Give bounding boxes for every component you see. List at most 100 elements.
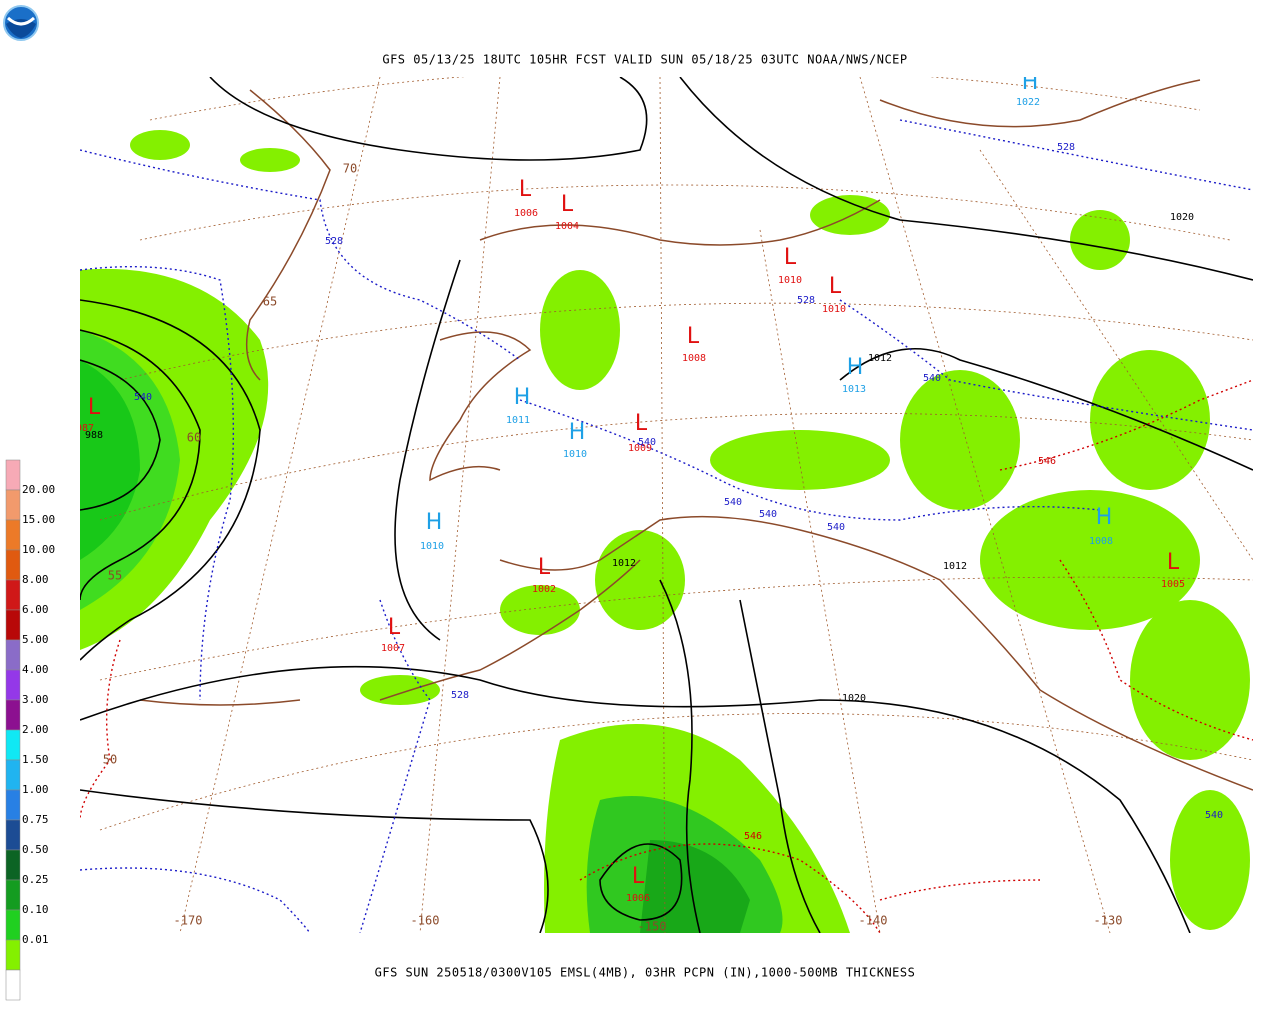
legend-label: 15.00 [22,513,55,526]
longitude-label: -150 [638,920,667,934]
precip-area [1130,600,1250,760]
legend-label: 6.00 [22,603,49,616]
pressure-value: 1005 [1161,579,1185,590]
legend-swatch [5,579,21,611]
legend-label: 10.00 [22,543,55,556]
thickness-label: 546 [744,831,762,842]
coastlines [139,79,1253,791]
legend-label: 0.10 [22,903,49,916]
legend-label: 3.00 [22,693,49,706]
legend-label: 0.01 [22,933,49,946]
pressure-value: 1010 [563,449,587,460]
thickness-label: 540 [134,392,152,403]
legend-label: 0.75 [22,813,49,826]
pressure-value: 1010 [778,275,802,286]
pressure-symbol: H [569,420,586,445]
map-area: L 1006 L 1004 L 1010 L 1010 L 1008 H 1013 H 1011 H 1010… [76,77,1253,934]
precip-area [240,148,300,172]
precip-area [360,675,440,705]
legend-label: 20.00 [22,483,55,496]
thickness-lines [80,119,1253,933]
pressure-symbol: L [1167,550,1180,575]
legend-label: 5.00 [22,633,49,646]
legend-swatch [5,909,21,941]
legend-swatch [5,729,21,761]
precip-area [900,370,1020,510]
precip-area [640,840,750,933]
pressure-symbol: L [388,615,401,640]
legend: 20.00 15.00 10.00 8.00 6.00 5.00 4.00 3.00 2.00 1… [5,459,55,1001]
noaa-logo [3,5,39,41]
latitude-label: 65 [263,295,277,309]
pressure-symbol: L [538,555,551,580]
legend-swatch [5,939,21,971]
precip-area [595,530,685,630]
legend-swatch [5,879,21,911]
legend-label: 1.00 [22,783,49,796]
precip-area [80,360,140,560]
precip-area [710,430,890,490]
legend-swatch [5,639,21,671]
pressure-symbol: L [632,864,645,889]
pressure-symbol: H [847,355,864,380]
longitude-label: -170 [174,914,203,928]
pressure-value: 1008 [682,353,706,364]
isobar-label: 988 [85,430,103,441]
thickness-label: 540 [827,522,845,533]
longitude-label: -130 [1094,914,1123,928]
legend-swatch [5,819,21,851]
isobar-label: 1020 [842,693,866,704]
pressure-value: 1006 [514,208,538,219]
thickness-label: 540 [724,497,742,508]
legend-label: 4.00 [22,663,49,676]
precip-area [1070,210,1130,270]
legend-label: 8.00 [22,573,49,586]
legend-swatch [5,519,21,551]
pressure-symbol: L [561,192,574,217]
legend-swatch [5,669,21,701]
latitude-label: 70 [343,162,357,176]
pressure-symbol: H [1096,505,1113,530]
legend-label: 0.25 [22,873,49,886]
pressure-value: 1013 [842,384,866,395]
pressure-symbol: H [426,510,443,535]
precip-areas [80,130,1250,933]
precip-area [540,270,620,390]
pressure-value: 1006 [626,893,650,904]
pressure-symbol: L [687,324,700,349]
graticule [99,77,1253,933]
precip-area [1090,350,1210,490]
longitude-label: -160 [411,914,440,928]
pressure-symbol: L [829,274,842,299]
legend-swatch [5,789,21,821]
isobar-label: 1012 [868,353,892,364]
latitude-label: 60 [187,431,201,445]
pressure-value: 1022 [1016,97,1040,108]
latitude-label: 55 [108,569,122,583]
isobar-label: 1012 [612,558,636,569]
pressure-value: 1002 [532,584,556,595]
legend-swatch [5,849,21,881]
thickness-label: 540 [1205,810,1223,821]
legend-label: 0.50 [22,843,49,856]
pressure-value: 1008 [1089,536,1113,547]
pressure-value: 987 [76,423,94,434]
pressure-value: 1004 [555,221,579,232]
legend-swatch [5,699,21,731]
legend-swatch [5,609,21,641]
legend-label: 1.50 [22,753,49,766]
map-labels: L 1006 L 1004 L 1010 L 1010 L 1008 H 1013 H 1011 H 1010… [76,77,1223,934]
thickness-label: 540 [638,437,656,448]
thickness-label: 540 [923,373,941,384]
pressure-symbol: L [784,245,797,270]
map-caption: GFS SUN 250518/0300V105 EMSL(4MB), 03HR … [375,966,916,980]
legend-swatch [5,969,21,1001]
latitude-label: 50 [103,753,117,767]
legend-swatch [5,489,21,521]
map-title: GFS 05/13/25 18UTC 105HR FCST VALID SUN … [382,53,907,67]
pressure-symbol: H [514,385,531,410]
isobar-label: 1020 [1170,212,1194,223]
pressure-value: 1010 [420,541,444,552]
